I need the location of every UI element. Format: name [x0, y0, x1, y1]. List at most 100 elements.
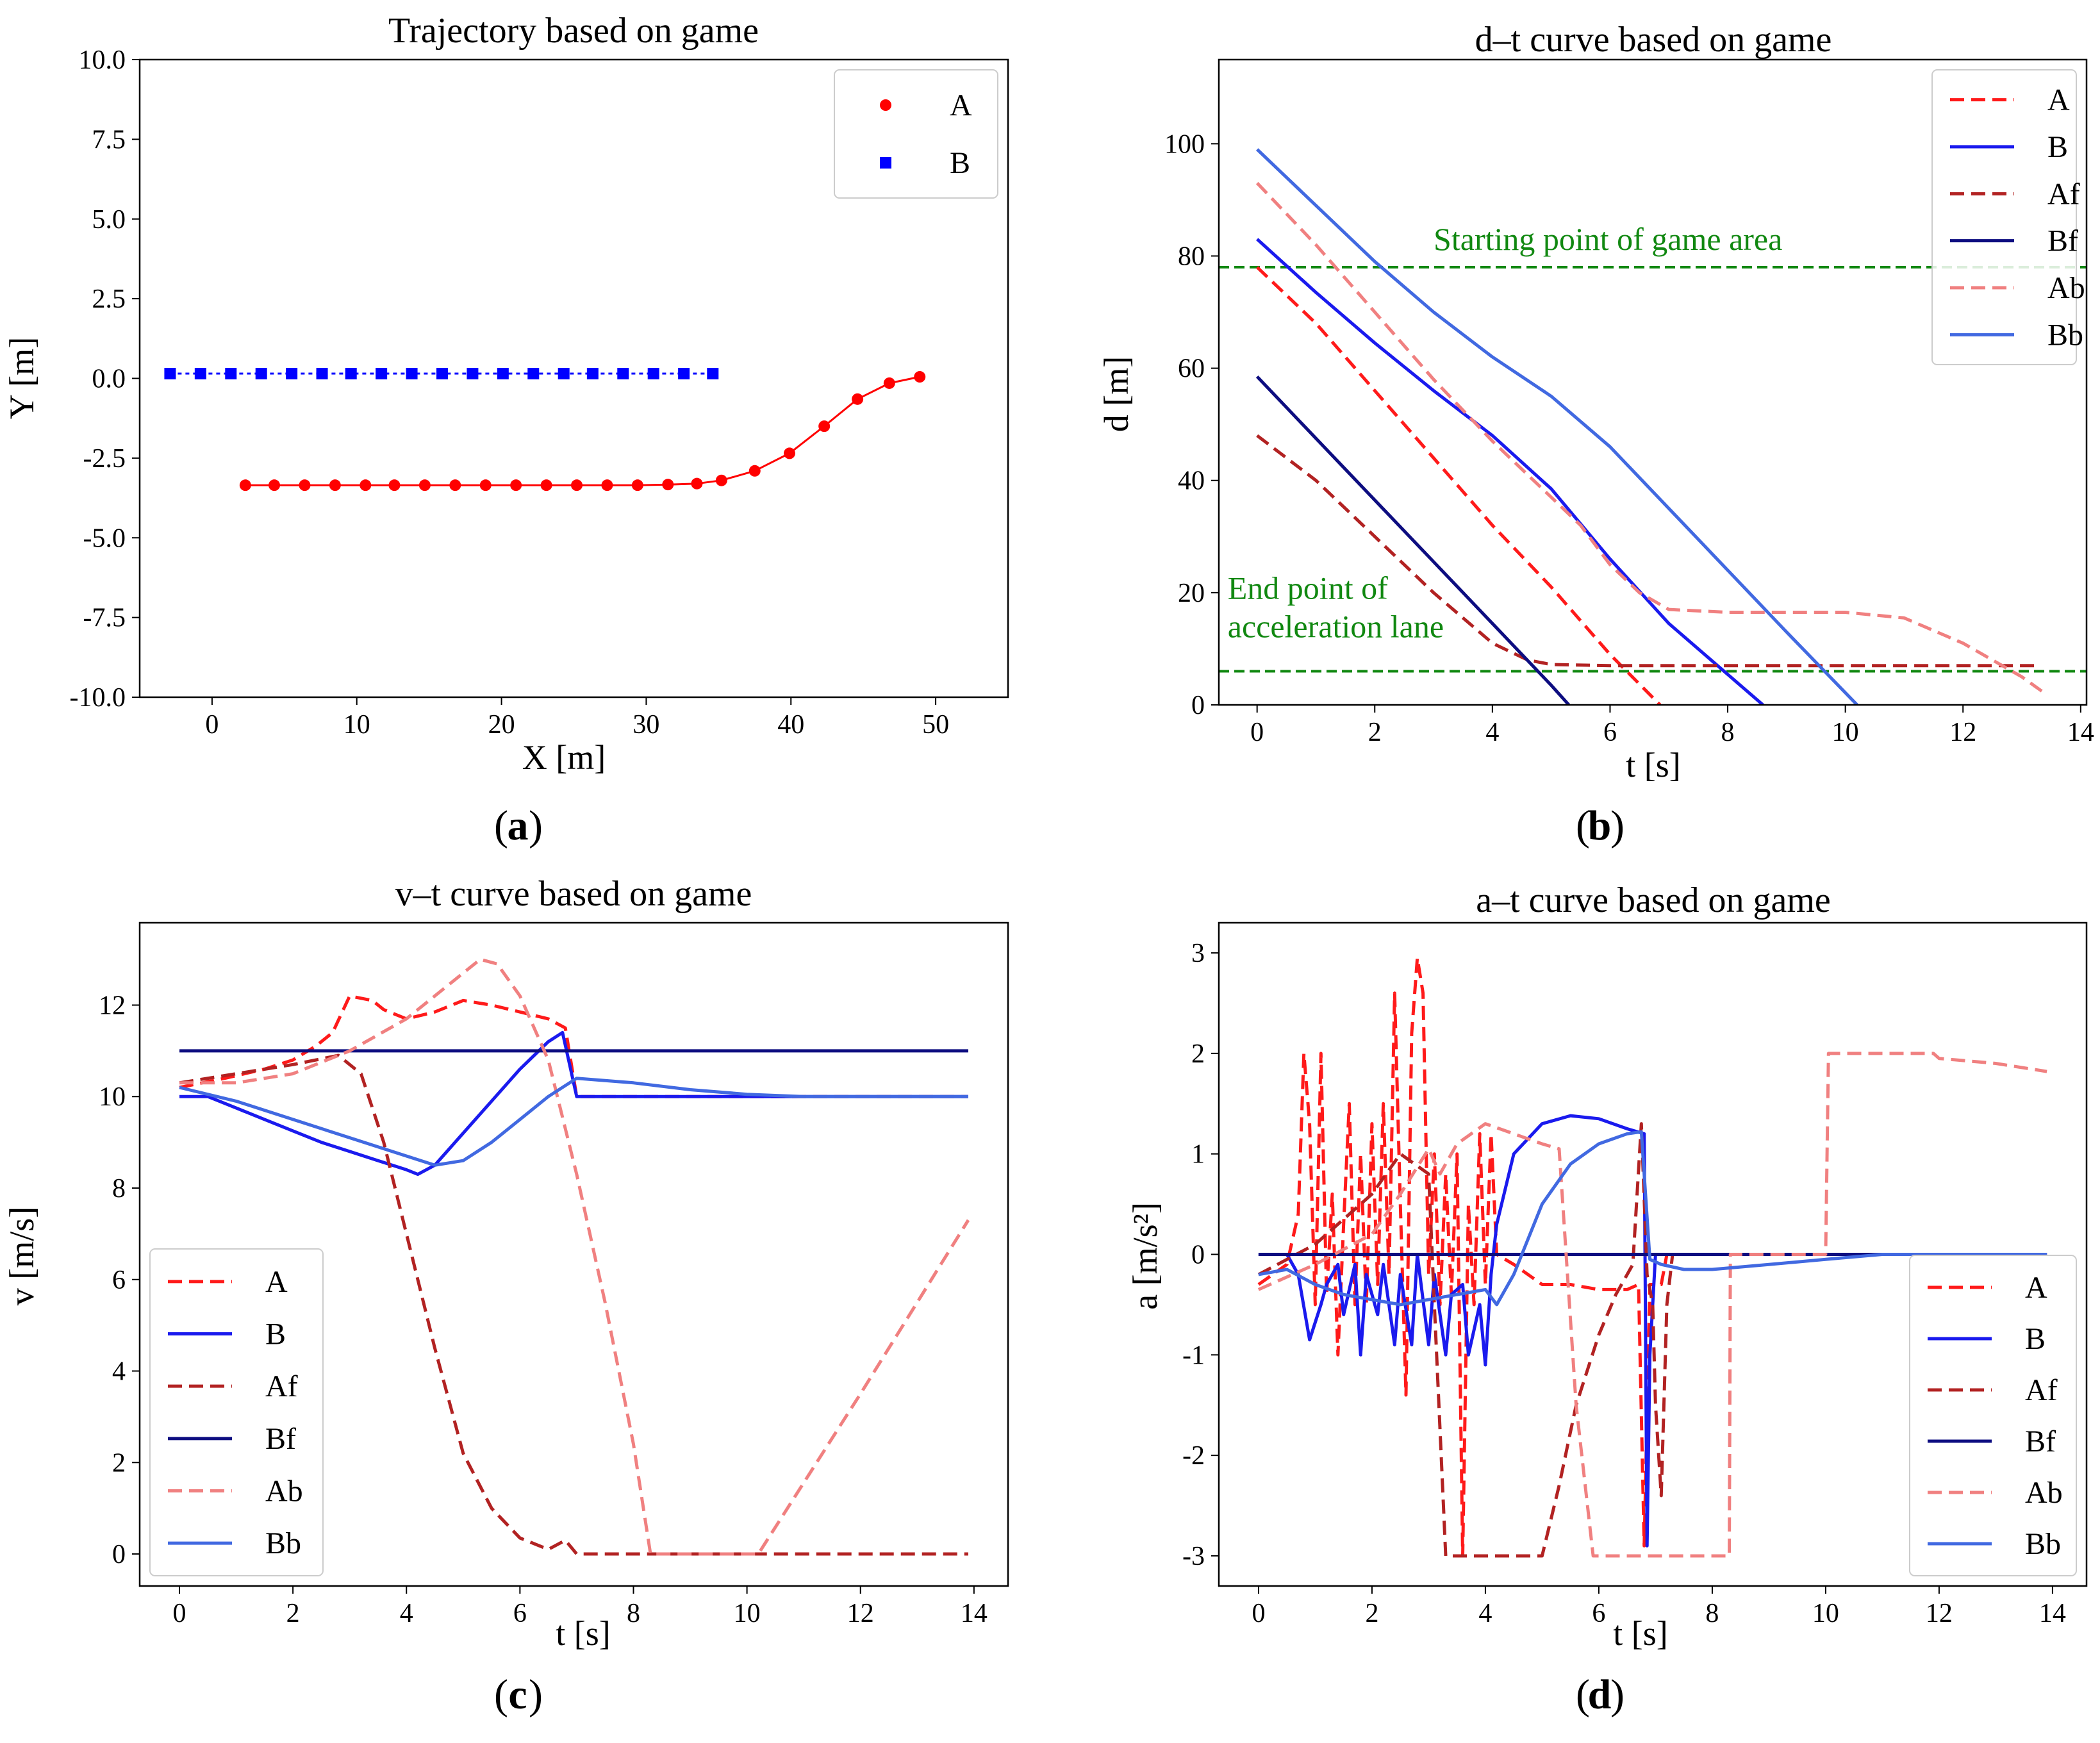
series-b-point [527, 368, 540, 380]
x-tick-label: 6 [513, 1599, 527, 1628]
series-a-point [691, 477, 703, 490]
series-b-line [1256, 238, 1764, 705]
x-axis-label: t [s] [1613, 1614, 1667, 1653]
x-tick-label: 0 [1252, 1599, 1265, 1628]
y-tick-label: 10 [99, 1082, 126, 1112]
legend-bf-label: Bf [2047, 224, 2078, 258]
series-a-point [571, 479, 583, 492]
legend-a-label: A [265, 1265, 288, 1299]
legend-box [834, 69, 998, 199]
y-tick-label: 3 [1191, 939, 1205, 968]
x-tick-label: 14 [2039, 1599, 2066, 1628]
series-a-point [631, 479, 643, 492]
legend: AB Af Bf Ab Bb [149, 1248, 324, 1576]
y-tick-label: 7.5 [92, 125, 126, 154]
series-b-point [436, 368, 448, 380]
x-tick-label: 12 [1926, 1599, 1953, 1628]
series-a-point [510, 479, 522, 492]
y-tick-label: -1 [1182, 1341, 1205, 1370]
series-a-line [1255, 266, 1662, 705]
panel-c: v–t curve based on game 0 2 4 6 8 10 12 14 0 2 4 6 8 1… [3, 874, 1009, 1718]
legend-ab-label: Ab [2047, 271, 2085, 305]
series-b-point [316, 368, 328, 380]
legend: AB [834, 69, 998, 199]
x-tick-label: 2 [1365, 1599, 1378, 1628]
y-tick-label: -2.5 [83, 444, 126, 474]
x-tick-label: 10 [734, 1599, 761, 1628]
series-b-point [647, 368, 659, 380]
series-a-point [601, 479, 613, 492]
legend-box [149, 1248, 324, 1576]
x-axis-label: t [s] [1626, 746, 1680, 784]
y-tick-label: 1 [1191, 1140, 1205, 1169]
legend-b-label: B [2025, 1322, 2046, 1356]
panel-caption-open: ( [1576, 1671, 1590, 1718]
y-tick-label: 0 [112, 1540, 126, 1569]
x-tick-label: 4 [1485, 718, 1499, 747]
x-tick-label: 6 [1603, 718, 1617, 747]
x-tick-label: 0 [205, 710, 219, 739]
legend-box [1909, 1255, 2077, 1576]
y-axis-label: d [m] [1097, 356, 1136, 432]
x-tick-label: 2 [1368, 718, 1382, 747]
plot-frame [1218, 921, 2088, 1587]
series-b-point [194, 368, 206, 380]
legend-b-label: B [265, 1318, 286, 1351]
plot-area [179, 957, 970, 1556]
series-a-point [715, 474, 727, 486]
y-tick-label: 12 [99, 991, 126, 1020]
series-b-point [406, 368, 418, 380]
chart-title: Trajectory based on game [388, 11, 759, 51]
series-a-point [540, 479, 552, 492]
panel-caption-letter: a [508, 802, 529, 849]
x-tick-label: 8 [1705, 1599, 1719, 1628]
y-tick-label: 20 [1178, 579, 1205, 608]
y-tick-label: 80 [1178, 242, 1205, 271]
panel-b: d–t curve based on game 0 2 4 6 8 10 12 14 0 20 40 6… [1097, 20, 2094, 849]
legend-bf-label: Bf [265, 1422, 296, 1456]
x-tick-label: 2 [286, 1599, 300, 1628]
y-tick-label: 0 [1191, 691, 1205, 720]
y-tick-label: 2 [112, 1448, 126, 1478]
series-a-point [479, 479, 492, 492]
plot-frame [138, 921, 1009, 1587]
series-b-point [376, 368, 388, 380]
series-a-point [449, 479, 461, 492]
y-axis-label: v [m/s] [3, 1207, 41, 1306]
panel-caption-close: ) [1610, 1671, 1625, 1718]
legend: AB Af Bf Ab Bb [1931, 69, 2085, 365]
plot-frame [1218, 58, 2088, 706]
series-bb-line [179, 1077, 968, 1167]
plot-area [1257, 956, 2047, 1558]
x-tick-label: 8 [1721, 718, 1735, 747]
series-b-point [617, 368, 629, 380]
legend-a-label: A [2025, 1271, 2047, 1305]
series-b-point [678, 368, 690, 380]
x-tick-label: 8 [627, 1599, 640, 1628]
series-bb-line [1258, 1130, 2047, 1307]
x-tick-label: 4 [400, 1599, 413, 1628]
x-tick-label: 0 [172, 1599, 186, 1628]
plot-area [1219, 148, 2087, 705]
x-tick-label: 14 [961, 1599, 988, 1628]
legend-ab-label: Ab [2025, 1476, 2063, 1510]
series-b-point [255, 368, 267, 380]
series-a-point [329, 479, 341, 492]
y-tick-label: 2.5 [92, 285, 126, 314]
y-axis-label: a [m/s²] [1126, 1202, 1164, 1310]
x-tick-label: 50 [922, 710, 949, 739]
series-a-point [883, 377, 895, 389]
series-af-line [1257, 1122, 2047, 1558]
series-af-line [1256, 434, 2040, 668]
legend-bb-label: Bb [2047, 318, 2083, 352]
panel-caption-open: ( [1576, 802, 1590, 849]
panel-a: Trajectory based on game 0 10 20 30 40 50 10.0 7… [3, 11, 1009, 849]
y-tick-label: -10.0 [70, 683, 126, 713]
series-a-line [1257, 956, 1669, 1558]
panel-caption-close: ) [529, 1671, 543, 1718]
series-b-point [586, 368, 599, 380]
chart-title: a–t curve based on game [1476, 880, 1831, 920]
series-a-point [388, 479, 401, 492]
series-b-line [179, 1030, 968, 1177]
